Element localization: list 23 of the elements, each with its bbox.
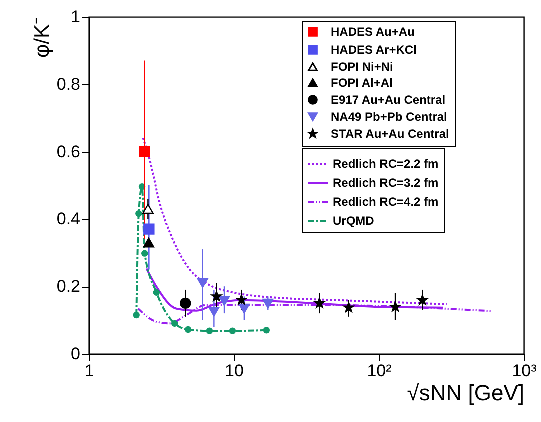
x-tick-label: 1 <box>84 362 94 380</box>
legend-label: HADES Ar+KCl <box>331 43 417 57</box>
y-tick-label: 0.2 <box>56 277 80 296</box>
x-tick-label: 10 <box>225 362 244 380</box>
y-tick-label: 0.6 <box>56 142 80 162</box>
y-tick-label: 0.8 <box>56 74 80 94</box>
legend-label: HADES Au+Au <box>331 25 415 39</box>
legend-label: Redlich RC=2.2 fm <box>333 157 439 171</box>
x-axis-title: √sNN [GeV] <box>407 380 524 406</box>
legend-label: E917 Au+Au Central <box>331 93 446 107</box>
y-tick-label: 0.4 <box>56 210 80 229</box>
y-tick-label: 1 <box>71 8 80 26</box>
legend-label: Redlich RC=4.2 fm <box>333 195 439 209</box>
y-axis-title: φ/K⁻ <box>30 18 54 58</box>
legend-label: FOPI Al+Al <box>331 76 393 90</box>
legend-label: Redlich RC=3.2 fm <box>333 176 439 190</box>
y-tick-label: 0 <box>71 344 80 364</box>
legend-label: STAR Au+Au Central <box>331 127 450 141</box>
x-tick-label: 10³ <box>512 362 538 380</box>
legend-label: NA49 Pb+Pb Central <box>331 110 448 124</box>
x-tick-label: 10² <box>367 362 392 380</box>
legend-label: UrQMD <box>333 214 375 228</box>
legend-label: FOPI Ni+Ni <box>331 60 394 74</box>
